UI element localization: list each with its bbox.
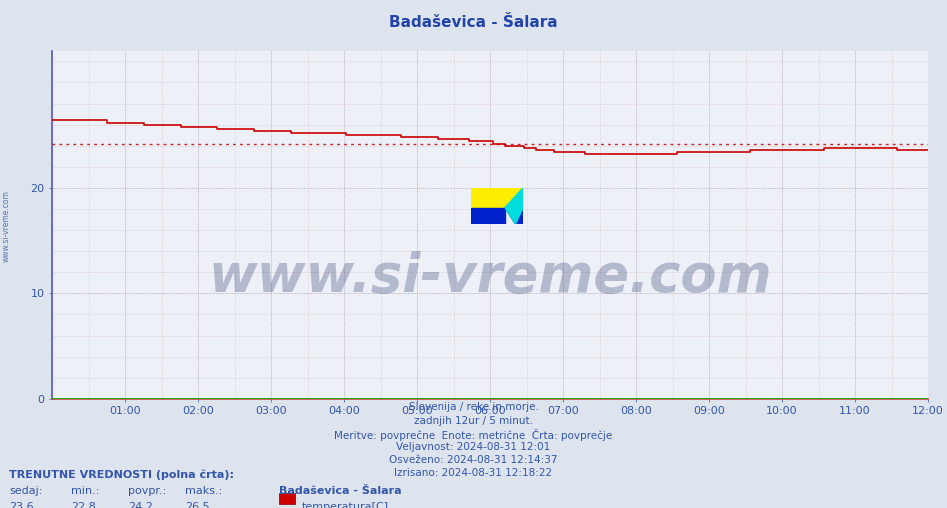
Text: zadnjih 12ur / 5 minut.: zadnjih 12ur / 5 minut. — [414, 416, 533, 426]
Text: 26,5: 26,5 — [185, 502, 209, 508]
Text: TRENUTNE VREDNOSTI (polna črta):: TRENUTNE VREDNOSTI (polna črta): — [9, 470, 235, 481]
Text: 23,6: 23,6 — [9, 502, 34, 508]
Text: temperatura[C]: temperatura[C] — [302, 502, 389, 508]
Text: Izrisano: 2024-08-31 12:18:22: Izrisano: 2024-08-31 12:18:22 — [395, 468, 552, 479]
Polygon shape — [472, 208, 505, 224]
Text: Badaševica - Šalara: Badaševica - Šalara — [279, 486, 402, 496]
Text: Badaševica - Šalara: Badaševica - Šalara — [389, 15, 558, 30]
Text: povpr.:: povpr.: — [128, 486, 166, 496]
Polygon shape — [472, 187, 524, 208]
Text: Slovenija / reke in morje.: Slovenija / reke in morje. — [408, 402, 539, 412]
Text: min.:: min.: — [71, 486, 99, 496]
Text: www.si-vreme.com: www.si-vreme.com — [2, 190, 11, 262]
Text: maks.:: maks.: — [185, 486, 222, 496]
Polygon shape — [505, 208, 524, 224]
Text: Osveženo: 2024-08-31 12:14:37: Osveženo: 2024-08-31 12:14:37 — [389, 455, 558, 465]
Text: Meritve: povprečne  Enote: metrične  Črta: povprečje: Meritve: povprečne Enote: metrične Črta:… — [334, 429, 613, 441]
Text: 22,8: 22,8 — [71, 502, 96, 508]
Text: www.si-vreme.com: www.si-vreme.com — [208, 251, 772, 303]
Text: 24,2: 24,2 — [128, 502, 152, 508]
Text: Veljavnost: 2024-08-31 12:01: Veljavnost: 2024-08-31 12:01 — [397, 442, 550, 452]
Text: sedaj:: sedaj: — [9, 486, 43, 496]
Polygon shape — [505, 187, 524, 224]
